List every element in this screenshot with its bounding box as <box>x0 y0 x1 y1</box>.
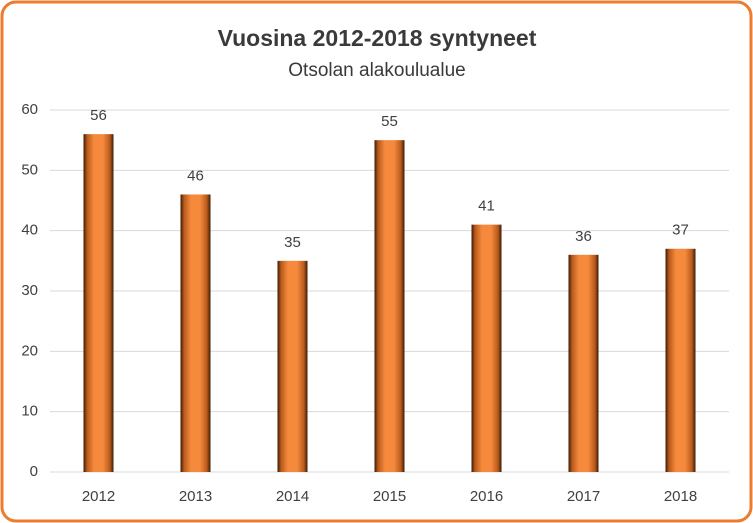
x-tick-label: 2017 <box>567 488 600 505</box>
bar <box>374 140 405 472</box>
x-tick-label: 2015 <box>373 488 406 505</box>
data-label: 55 <box>381 113 398 130</box>
data-label: 37 <box>672 222 689 239</box>
data-label: 35 <box>284 234 301 251</box>
chart-subtitle: Otsolan alakoulualue <box>288 60 465 81</box>
data-label: 46 <box>187 167 204 184</box>
y-tick-label: 20 <box>21 342 38 359</box>
bar <box>83 134 114 472</box>
x-tick-label: 2012 <box>82 488 115 505</box>
y-tick-label: 10 <box>21 403 38 420</box>
bar <box>180 194 211 472</box>
bar <box>277 260 308 472</box>
y-tick-label: 40 <box>21 222 38 239</box>
y-tick-label: 50 <box>21 161 38 178</box>
y-tick-label: 60 <box>21 101 38 118</box>
x-tick-label: 2013 <box>179 488 212 505</box>
bar <box>568 254 599 472</box>
bar <box>471 224 502 472</box>
chart-title: Vuosina 2012-2018 syntyneet <box>218 25 537 51</box>
bar <box>665 248 696 472</box>
y-tick-label: 0 <box>30 463 38 480</box>
x-tick-label: 2016 <box>470 488 503 505</box>
y-tick-label: 30 <box>21 282 38 299</box>
x-tick-label: 2018 <box>664 488 697 505</box>
data-label: 36 <box>575 228 592 245</box>
data-label: 41 <box>478 198 495 215</box>
x-tick-label: 2014 <box>276 488 309 505</box>
data-label: 56 <box>90 107 107 124</box>
